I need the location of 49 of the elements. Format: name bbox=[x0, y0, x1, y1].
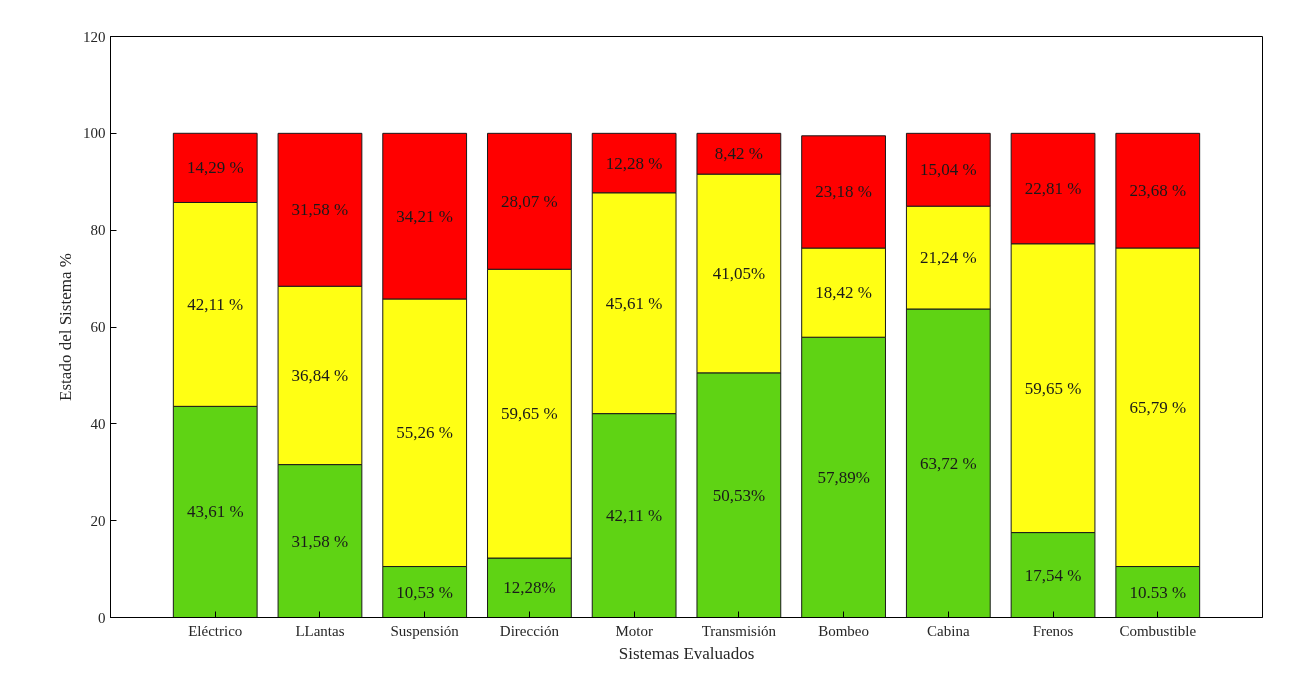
y-tick-label: 0 bbox=[98, 609, 106, 626]
data-label: 63,72 % bbox=[919, 453, 977, 473]
data-label: 21,24 % bbox=[919, 248, 977, 268]
data-label: 36,84 % bbox=[291, 365, 349, 385]
data-label: 55,26 % bbox=[396, 423, 454, 443]
x-tick-label: LLantas bbox=[295, 622, 345, 639]
data-label: 31,58 % bbox=[291, 200, 349, 220]
y-axis-title: Estado del Sistema % bbox=[56, 253, 75, 401]
data-label: 42,11 % bbox=[187, 294, 244, 314]
data-label: 10,53 % bbox=[396, 582, 454, 602]
y-tick-label: 20 bbox=[90, 512, 106, 529]
x-tick-label: Suspensión bbox=[390, 622, 460, 639]
x-tick-label: Combustible bbox=[1119, 622, 1197, 639]
data-label: 57,89% bbox=[817, 467, 870, 487]
x-tick-label: Motor bbox=[615, 622, 653, 639]
data-label: 18,42 % bbox=[815, 283, 872, 303]
data-label: 14,29 % bbox=[186, 158, 244, 178]
x-tick-label: Cabina bbox=[927, 622, 970, 639]
x-axis-title: Sistemas Evaluados bbox=[618, 643, 755, 663]
data-label: 43,61 % bbox=[186, 502, 244, 522]
data-label: 42,11 % bbox=[606, 506, 663, 526]
data-label: 12,28 % bbox=[605, 153, 663, 173]
y-tick-label: 80 bbox=[90, 222, 106, 239]
y-tick-label: 100 bbox=[83, 125, 106, 142]
data-label: 22,81 % bbox=[1024, 179, 1082, 199]
data-label: 45,61 % bbox=[605, 293, 663, 313]
data-label: 8,42 % bbox=[714, 144, 763, 164]
data-label: 59,65 % bbox=[501, 404, 558, 424]
data-label: 10.53 % bbox=[1129, 582, 1187, 602]
y-tick-label: 40 bbox=[90, 415, 106, 432]
data-label: 15,04 % bbox=[919, 160, 977, 180]
x-tick-label: Transmisión bbox=[701, 622, 777, 639]
x-tick-label: Bombeo bbox=[818, 622, 870, 639]
data-label: 31,58 % bbox=[291, 531, 349, 551]
data-label: 59,65 % bbox=[1024, 378, 1082, 398]
x-tick-label: Dirección bbox=[499, 622, 560, 639]
data-label: 12,28% bbox=[503, 578, 556, 598]
data-label: 65,79 % bbox=[1129, 397, 1187, 417]
data-label: 34,21 % bbox=[396, 206, 454, 226]
x-tick-label: Frenos bbox=[1032, 622, 1074, 639]
data-label: 50,53% bbox=[712, 485, 766, 505]
data-label: 28,07 % bbox=[501, 191, 558, 211]
data-label: 17,54 % bbox=[1024, 565, 1082, 585]
y-tick-label: 120 bbox=[83, 28, 106, 45]
data-label: 23,18 % bbox=[815, 182, 872, 202]
x-tick-label: Eléctrico bbox=[188, 622, 243, 639]
y-tick-label: 60 bbox=[90, 319, 106, 335]
data-label: 41,05% bbox=[712, 263, 766, 283]
data-label: 23,68 % bbox=[1129, 181, 1187, 201]
